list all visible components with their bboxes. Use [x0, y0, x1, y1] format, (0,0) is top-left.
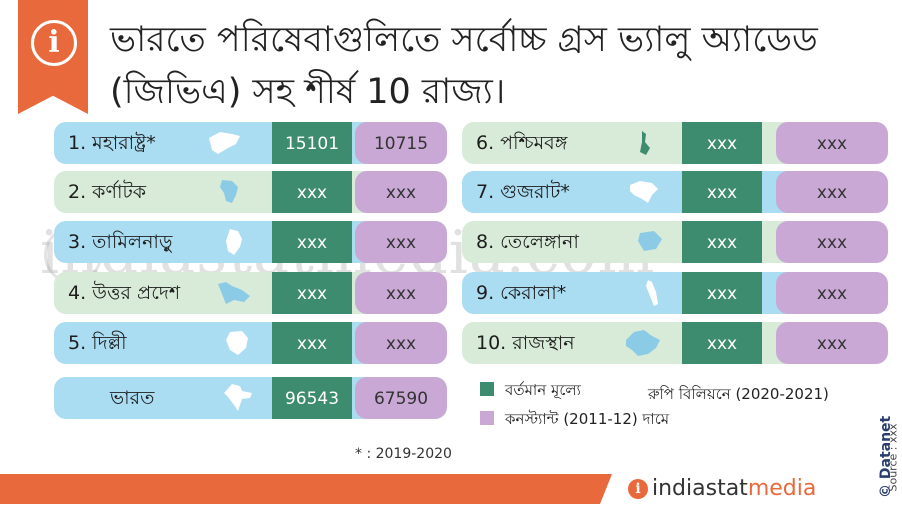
state-label: 2. কর্ণাটক [68, 181, 147, 203]
state-row-4: 4. উত্তর প্রদেশ xxx xxx [54, 272, 447, 314]
legend-unit: রুপি বিলিয়নে (2020-2021) [648, 385, 829, 403]
state-row-6: 6. পশ্চিমবঙ্গ xxx xxx [462, 122, 888, 164]
state-row-7: 7. গুজরাট* xxx xxx [462, 171, 888, 213]
westbengal-map-icon [640, 131, 650, 155]
brand-info-icon: i [628, 479, 648, 499]
telangana-map-icon [638, 231, 662, 251]
brand-name-part1: indiastat [652, 476, 748, 501]
current-price-value: 15101 [272, 122, 352, 164]
current-price-value: xxx [682, 221, 762, 263]
constant-price-value: xxx [776, 122, 888, 164]
brand-logo[interactable]: i indiastatmedia [628, 474, 816, 504]
constant-price-value: xxx [355, 221, 447, 263]
state-row-9: 9. কেরালা* xxx xxx [462, 272, 888, 314]
current-price-value: xxx [272, 322, 352, 364]
footer-bar [0, 474, 600, 504]
tamilnadu-map-icon [226, 229, 242, 255]
constant-price-value: xxx [776, 272, 888, 314]
current-price-value: xxx [272, 221, 352, 263]
constant-price-value: 10715 [355, 122, 447, 164]
constant-price-value: xxx [355, 171, 447, 213]
current-price-value: xxx [682, 171, 762, 213]
state-label: 7. গুজরাট* [476, 181, 570, 203]
constant-price-value: xxx [776, 171, 888, 213]
state-row-10: 10. রাজস্থান xxx xxx [462, 322, 888, 364]
legend-constant-swatch [480, 411, 494, 425]
state-row-3: 3. তামিলনাড়ু xxx xxx [54, 221, 447, 263]
current-price-value: xxx [272, 272, 352, 314]
india-row: ভারত 96543 67590 [54, 377, 447, 419]
state-label: 4. উত্তর প্রদেশ [68, 282, 181, 304]
state-row-8: 8. তেলেঙ্গানা xxx xxx [462, 221, 888, 263]
state-label: 3. তামিলনাড়ু [68, 231, 173, 253]
current-price-value: xxx [682, 272, 762, 314]
footer-wedge [592, 474, 612, 504]
legend-constant-label: কনস্ট্যান্ট (2011-12) দামে [505, 410, 670, 428]
rajasthan-map-icon [626, 330, 660, 356]
delhi-map-icon [226, 331, 248, 355]
brand-name-part2: media [747, 476, 817, 501]
state-row-2: 2. কর্ণাটক xxx xxx [54, 171, 447, 213]
state-label: 5. দিল্লী [68, 332, 127, 354]
state-label: 6. পশ্চিমবঙ্গ [476, 132, 568, 154]
maharashtra-map-icon [209, 132, 240, 154]
constant-price-value: xxx [355, 322, 447, 364]
current-price-value: xxx [682, 322, 762, 364]
india-constant-value: 67590 [355, 377, 447, 419]
page-title: ভারতে পরিষেবাগুলিতে সর্বোচ্চ গ্রস ভ্যালু… [110, 20, 818, 112]
constant-price-value: xxx [776, 221, 888, 263]
current-price-value: xxx [272, 171, 352, 213]
state-label: 10. রাজস্থান [476, 332, 575, 354]
legend-current-swatch [480, 382, 494, 396]
india-current-value: 96543 [272, 377, 352, 419]
gujarat-map-icon [630, 181, 658, 203]
state-label: 8. তেলেঙ্গানা [476, 231, 579, 253]
state-row-1: 1. মহারাষ্ট্র* 15101 10715 [54, 122, 447, 164]
state-label: 1. মহারাষ্ট্র* [68, 132, 156, 154]
constant-price-value: xxx [776, 322, 888, 364]
legend-current-label: বর্তমান মূল্যে [505, 381, 581, 399]
info-icon: i [31, 20, 77, 66]
current-price-value: xxx [682, 122, 762, 164]
datanet-text: © Datanet [878, 415, 894, 498]
constant-price-value: xxx [355, 272, 447, 314]
india-map-icon [224, 384, 252, 411]
state-row-5: 5. দিল্লী xxx xxx [54, 322, 447, 364]
india-label: ভারত [110, 387, 155, 409]
state-label: 9. কেরালা* [476, 282, 567, 304]
footnote: * : 2019-2020 [355, 446, 452, 462]
kerala-map-icon [646, 280, 658, 306]
karnataka-map-icon [220, 180, 238, 203]
datanet-logo: © Datanet [866, 400, 896, 500]
info-flag: i [18, 0, 88, 114]
uttarpradesh-map-icon [218, 282, 250, 304]
